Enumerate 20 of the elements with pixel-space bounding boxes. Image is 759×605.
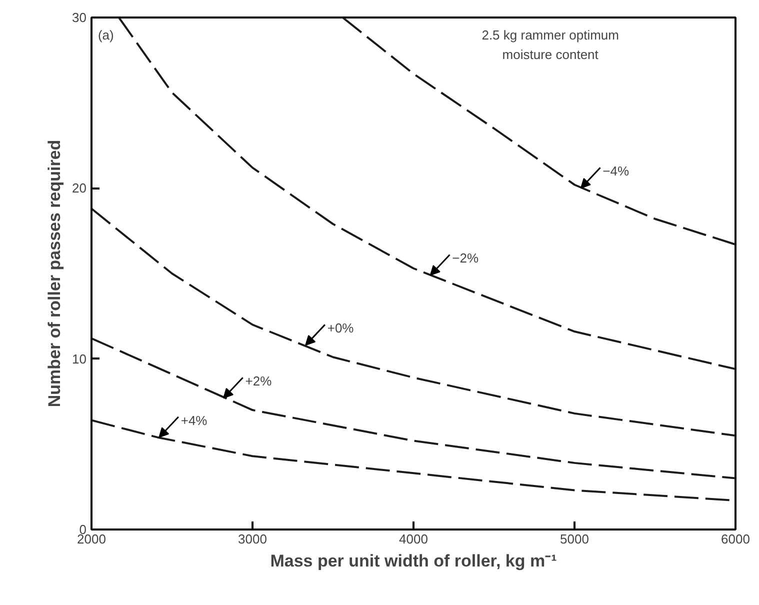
y-tick-label: 30 bbox=[72, 10, 87, 25]
annotation: +0% bbox=[327, 320, 354, 336]
x-tick-label: 5000 bbox=[560, 532, 589, 546]
line-series bbox=[92, 208, 736, 437]
annotation: 2.5 kg rammer optimum moisture content bbox=[482, 28, 619, 62]
x-tick-label: 4000 bbox=[399, 532, 428, 546]
annotation: −4% bbox=[602, 164, 630, 179]
annotation: +2% bbox=[245, 374, 272, 389]
line-series bbox=[342, 18, 736, 246]
y-axis-title: Number of roller passes required bbox=[45, 140, 64, 408]
x-tick-label: 3000 bbox=[238, 532, 267, 546]
line-series bbox=[92, 337, 736, 480]
annotation: −2% bbox=[452, 250, 479, 266]
y-tick-label: 20 bbox=[72, 180, 87, 196]
x-tick-label: 6000 bbox=[721, 532, 750, 546]
annotation: (a) bbox=[98, 28, 114, 43]
annotation: +4% bbox=[180, 412, 208, 428]
x-axis-title: Mass per unit width of roller, kg m⁻¹ bbox=[270, 552, 558, 570]
y-tick-label: 10 bbox=[72, 351, 87, 366]
line-series bbox=[118, 18, 736, 370]
